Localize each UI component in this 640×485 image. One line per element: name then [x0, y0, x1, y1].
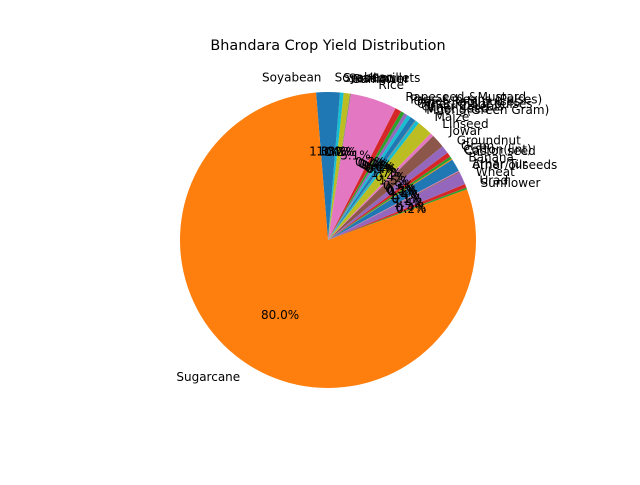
slice-category-label: Gram — [461, 139, 494, 153]
slice-category-label: Maize — [434, 110, 469, 124]
pie-slice — [328, 92, 344, 240]
pie-slice — [328, 133, 434, 240]
pie-slice — [328, 184, 467, 240]
slice-category-label: Cotton(lint) — [463, 142, 531, 156]
slice-percent-label: 0.4% — [321, 145, 352, 159]
slice-category-label: Urad — [479, 173, 508, 187]
slice-percent-label: 0.5% — [385, 182, 416, 196]
slice-category-label: Soyabean — [262, 70, 321, 84]
slice-category-label: Peas & beans (Pulses) — [410, 92, 542, 106]
pie-slice — [328, 170, 460, 240]
slice-percent-label: 0.6% — [364, 160, 395, 174]
slice-category-label: Wheat — [476, 165, 515, 179]
pie-slice — [328, 117, 416, 240]
chart-title: Bhandara Crop Yield Distribution — [210, 38, 445, 54]
slice-percent-label: 1.5% — [379, 174, 410, 188]
slice-percent-label: 80.0% — [261, 308, 299, 322]
slice-category-label: Castor seed — [464, 144, 535, 158]
slice-percent-label: 0.3% — [387, 184, 418, 198]
slice-category-label: Rapeseed &Mustard — [405, 90, 526, 104]
pie-slices — [179, 91, 476, 388]
pie-slice — [328, 158, 453, 240]
pie-slice — [328, 93, 351, 241]
slice-percent-label: 0.4% — [361, 159, 392, 173]
slice-percent-label: 0.2% — [396, 202, 427, 216]
slice-percent-label: 0.1% — [387, 185, 418, 199]
pie-slice — [328, 172, 466, 240]
pie-slice — [328, 120, 416, 240]
slice-percent-label: 1.3% — [316, 144, 347, 158]
slice-percent-label: 0.1% — [326, 145, 357, 159]
slice-category-label: Other Kharif pulses — [417, 97, 532, 111]
slice-percent-label: 0.4% — [375, 170, 406, 184]
slice-category-label: Linseed — [442, 117, 488, 131]
pie-slice — [328, 93, 396, 240]
pie-slice — [328, 91, 340, 240]
pie-slice — [328, 92, 351, 240]
slice-category-label: Other Cereals — [421, 100, 504, 114]
slice-percent-label: 0.1% — [365, 161, 396, 175]
pie-slice — [328, 146, 448, 240]
pie-slice — [328, 152, 451, 240]
pie-slice — [328, 111, 405, 240]
pie-slice — [179, 92, 476, 388]
slice-category-label: Sunflower — [481, 176, 541, 190]
slice-percent-label: 1.3% — [309, 144, 340, 158]
pie-slice — [328, 159, 459, 240]
slice-percent-label: 1.7% — [371, 166, 402, 180]
slice-percent-label: 0.4% — [358, 156, 389, 170]
slice-category-label: Soyabean — [335, 70, 394, 84]
slice-category-label: Banana — [468, 151, 514, 165]
slice-category-label: Arhar/Tur — [472, 157, 527, 171]
slice-percent-label: 0.4% — [395, 200, 426, 214]
pie-category-labels: Soyabean Sugarcane SunflowerUradWheatother… — [176, 70, 557, 384]
slice-percent-label: 5.1% — [340, 149, 371, 163]
slice-category-label: Safflower — [353, 72, 409, 86]
pie-slice — [328, 120, 419, 240]
slice-category-label: Moong(Green Gram) — [426, 103, 549, 117]
slice-percent-label: 1.4% — [393, 196, 424, 210]
pie-slice — [316, 91, 328, 240]
slice-percent-label: 0.4% — [366, 162, 397, 176]
slice-percent-label: 0.9% — [383, 179, 414, 193]
pie-percent-labels: 1.3%80.0%0.2%0.4%1.4%0.1%0.1%1.4%0.1%0.3… — [261, 144, 426, 321]
slice-category-label: Sugarcane — [176, 370, 240, 384]
slice-category-label: Rice — [378, 78, 404, 92]
pie-slice — [328, 115, 411, 240]
pie-slice — [328, 113, 408, 240]
slice-category-label: Small millets — [343, 71, 420, 85]
slice-percent-label: 0.7% — [324, 145, 355, 159]
pie-slice — [328, 187, 468, 240]
slice-percent-label: 0.1% — [392, 192, 423, 206]
pie-slice — [328, 135, 443, 240]
slice-percent-label: 0.7% — [355, 155, 386, 169]
slice-category-label: other oilseeds — [473, 158, 558, 172]
slice-percent-label: 0.1% — [391, 192, 422, 206]
pie-slice — [328, 123, 431, 240]
slice-category-label: Groundnut — [457, 133, 521, 147]
slice-percent-label: 1.4% — [389, 188, 420, 202]
slice-category-label: Sesamum — [349, 72, 409, 86]
pie-slice — [328, 108, 402, 241]
pie-slice — [328, 171, 460, 240]
slice-category-label: Niger seed — [424, 102, 489, 116]
slice-percent-label: 0.4% — [359, 157, 390, 171]
slice-category-label: Other Rabi pulses — [414, 95, 521, 109]
pie-slice — [328, 156, 452, 240]
slice-category-label: Jowar — [448, 124, 482, 138]
